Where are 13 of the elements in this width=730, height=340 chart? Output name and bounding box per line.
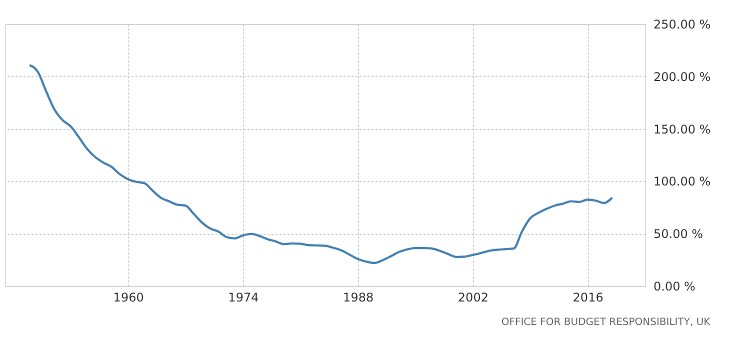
line-series [28,64,614,264]
x-tick-label: 2016 [572,290,604,304]
x-tick-label: 1960 [113,290,144,304]
x-tick-label: 1988 [343,290,374,304]
y-tick-label: 150.00 % [654,122,711,136]
y-tick-label: 250.00 % [654,18,711,32]
y-tick-label: 100.00 % [654,174,711,189]
x-tick-label: 2002 [458,290,488,304]
text: OFFICE FOR BUDGET RESPONSIBILITY, UK [501,317,711,328]
y-tick-label: 50.00 % [654,227,704,242]
y-tick-label: 0.00 % [654,280,696,294]
y-tick-label: 200.00 % [654,70,711,84]
x-tick-label: 1974 [228,290,259,304]
